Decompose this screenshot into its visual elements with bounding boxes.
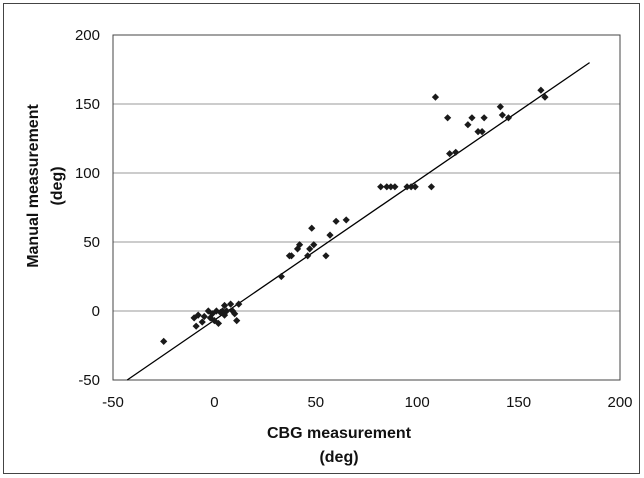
data-point [293,245,302,253]
x-tick-label: 100 [405,394,430,411]
data-point [498,111,506,119]
data-point [200,312,208,321]
x-tick-label: 0 [210,394,218,411]
data-point [541,93,549,101]
data-point [444,114,452,122]
data-point [160,337,168,345]
data-point [387,183,395,191]
fit-line [126,62,590,381]
data-point [468,114,476,122]
data-point [306,245,314,253]
data-point [407,183,415,191]
data-point [214,319,223,328]
y-axis-title-line2: (deg) [49,166,66,205]
data-point [206,314,214,322]
x-tick-label: 50 [307,394,324,411]
data-point [427,183,435,191]
gridlines [113,103,620,312]
data-point [326,231,334,239]
y-tick-label: 150 [75,96,100,113]
plot-area [112,34,621,381]
data-point [208,310,216,318]
x-axis-title-line2: (deg) [319,449,358,466]
y-tick-labels: -50 0 50 100 150 200 [75,27,100,389]
data-point [322,252,330,260]
x-tick-label: 150 [506,394,531,411]
data-point [287,252,296,260]
data-point [231,310,239,318]
y-tick-label: 50 [83,234,100,251]
data-point [383,183,391,191]
data-point [342,216,350,224]
data-point [464,121,472,129]
data-point [496,103,504,111]
x-axis-title-line1: CBG measurement [267,425,412,442]
data-point [192,322,200,330]
data-point [198,318,206,326]
data-point [190,314,198,322]
data-point [377,183,385,191]
data-point [411,183,419,191]
data-point [504,114,513,122]
data-point [277,272,285,281]
data-point [233,317,241,325]
data-points [160,86,549,345]
data-point [295,241,304,249]
data-point [220,311,229,319]
data-point [537,86,545,94]
x-tick-label: 200 [607,394,632,411]
y-tick-label: -50 [78,372,100,389]
data-point [304,252,312,260]
data-point [391,183,399,191]
data-point [403,183,411,191]
data-point [308,224,316,232]
chart-frame [3,3,640,474]
data-point [446,150,454,158]
data-point [194,311,202,319]
y-tick-label: 100 [75,165,100,182]
data-point [235,300,243,308]
data-point [474,128,482,136]
x-tick-labels: -50 0 50 100 150 200 [102,394,632,411]
data-point [227,300,235,308]
data-point [431,93,440,101]
data-point [220,301,229,310]
y-axis-title-line1: Manual measurement [25,104,42,268]
data-point [310,241,318,249]
data-point [222,307,231,315]
y-tick-label: 0 [92,303,100,320]
data-point [210,317,218,325]
data-point [452,148,460,156]
y-tick-label: 200 [75,27,100,44]
data-point [480,114,488,122]
x-tick-label: -50 [102,394,124,411]
data-point [478,128,486,136]
data-point [332,217,340,225]
